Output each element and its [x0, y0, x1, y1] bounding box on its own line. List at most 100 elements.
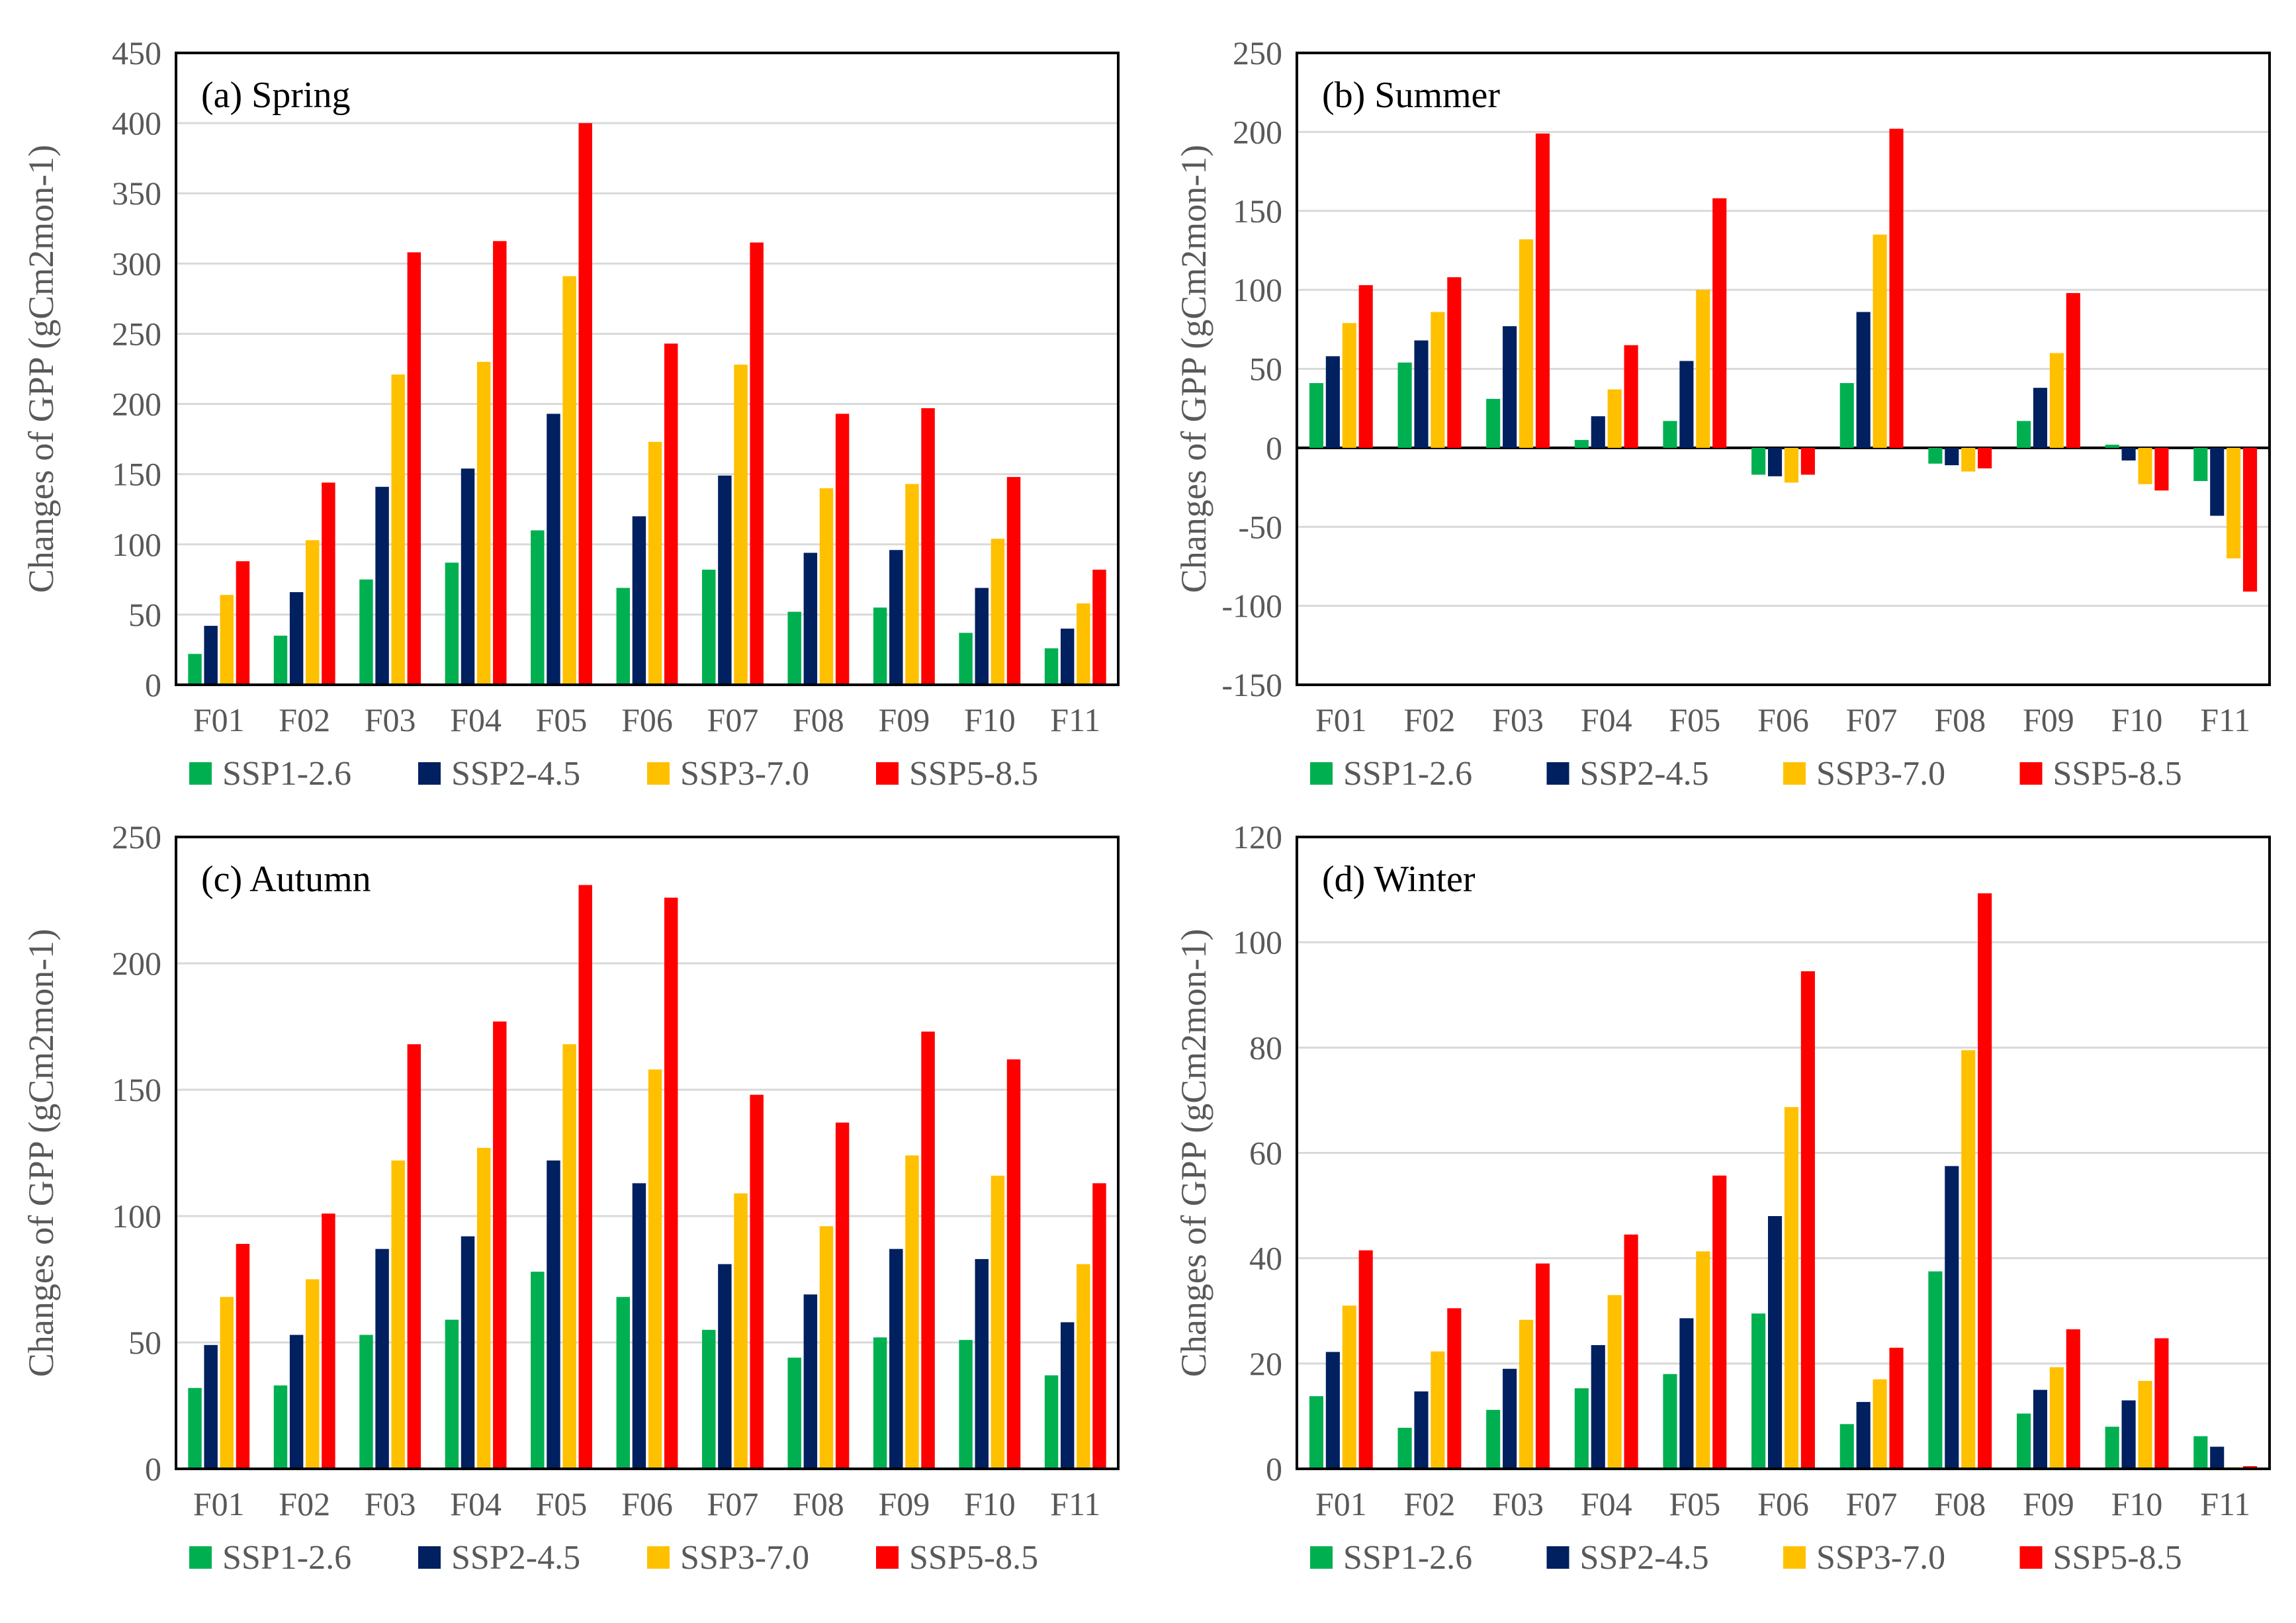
bar [220, 595, 234, 685]
bar [1447, 277, 1462, 448]
legend-label: SSP5-8.5 [909, 1539, 1038, 1577]
legend-label: SSP2-4.5 [1580, 755, 1709, 793]
bar [188, 1387, 202, 1469]
bar [1961, 1050, 1976, 1469]
bar [2121, 447, 2136, 461]
bar [1447, 1308, 1462, 1469]
bar [819, 488, 834, 685]
y-tick-label: 250 [1233, 34, 1282, 71]
bar [2016, 1413, 2031, 1469]
legend-swatch [876, 762, 899, 785]
bar [1839, 382, 1854, 448]
bar [702, 569, 716, 685]
bar [2227, 447, 2241, 558]
y-tick-label: 0 [145, 666, 161, 703]
bar [2033, 388, 2048, 448]
bar [991, 539, 1005, 685]
x-tick-label: F11 [1050, 1485, 1100, 1522]
y-tick-label: 0 [1266, 1450, 1282, 1487]
bar [1889, 1347, 1904, 1469]
bar [461, 1236, 475, 1469]
x-tick-label: F05 [536, 701, 588, 738]
bar [1978, 447, 1992, 468]
x-tick-label: F02 [1404, 1485, 1456, 1522]
y-tick-label: 100 [1233, 924, 1282, 961]
bar [889, 1249, 903, 1469]
bar [445, 1319, 459, 1469]
bar [1873, 1379, 1887, 1469]
bar [1839, 1424, 1854, 1469]
x-tick-label: F03 [1492, 701, 1544, 738]
bar [531, 530, 545, 685]
bar [1679, 361, 1694, 448]
bar [1961, 447, 1976, 472]
x-tick-label: F07 [707, 701, 759, 738]
x-tick-label: F07 [1846, 701, 1898, 738]
bar [1873, 234, 1887, 448]
legend-swatch [876, 1546, 899, 1569]
bar [921, 1031, 935, 1469]
bar [1751, 447, 1766, 475]
bar [2105, 445, 2119, 448]
x-tick-label: F06 [1757, 701, 1809, 738]
y-axis-title: Changes of GPP (gCm2mon-1) [1174, 929, 1214, 1377]
x-tick-label: F08 [1934, 1485, 1986, 1522]
bar [718, 1264, 732, 1469]
legend-label: SSP1-2.6 [222, 1539, 351, 1577]
bar [905, 484, 919, 685]
bar [2016, 421, 2031, 448]
bar [1414, 1391, 1429, 1469]
bar [2210, 447, 2225, 516]
bar [375, 1249, 389, 1469]
plot-frame [1296, 836, 2271, 1470]
bar [803, 1294, 818, 1469]
y-tick-label: 150 [112, 1071, 161, 1108]
x-tick-label: F10 [2111, 701, 2163, 738]
bar [1535, 1263, 1550, 1469]
bar [835, 414, 850, 685]
bar [1928, 1271, 1943, 1469]
bar [1712, 1175, 1727, 1469]
y-tick-label: 50 [128, 1324, 161, 1361]
y-tick-label: 300 [112, 245, 161, 282]
bar [2033, 1389, 2048, 1469]
x-tick-label: F10 [964, 701, 1016, 738]
bar [375, 486, 389, 685]
x-tick-label: F11 [2200, 701, 2250, 738]
bar [889, 550, 903, 685]
x-tick-label: F08 [1934, 701, 1986, 738]
bar [2066, 292, 2080, 448]
bar [1060, 1322, 1075, 1469]
bar [1624, 345, 1638, 448]
bar [664, 343, 678, 685]
x-tick-label: F02 [1404, 701, 1456, 738]
bar [1060, 629, 1075, 685]
bar [1092, 1183, 1106, 1469]
bar [1431, 312, 1445, 448]
x-tick-label: F05 [536, 1485, 588, 1522]
bar [1751, 1313, 1766, 1469]
bar [1358, 285, 1373, 448]
bar [1767, 447, 1783, 476]
bar [1309, 382, 1324, 448]
bar [493, 241, 507, 685]
bar [1856, 312, 1871, 448]
y-tick-label: -150 [1221, 666, 1282, 703]
bar [220, 1297, 234, 1469]
bar [1342, 323, 1356, 448]
bar [1663, 421, 1677, 448]
bar [1696, 1251, 1710, 1469]
legend-label: SSP2-4.5 [451, 755, 580, 793]
bar [2154, 1338, 2169, 1469]
x-tick-label: F11 [2200, 1485, 2250, 1522]
y-axis-title: Changes of GPP (gCm2mon-1) [21, 929, 61, 1377]
legend-label: SSP3-7.0 [680, 1539, 809, 1577]
x-tick-label: F05 [1669, 1485, 1720, 1522]
legend-swatch [1310, 1546, 1333, 1569]
bar [547, 1160, 560, 1469]
bar [289, 592, 304, 685]
chart-panel-4: 0 20 40 60 80 100 120 (d) Winter F01 F02 F03 F04 F05… [1174, 818, 2271, 1577]
legend-label: SSP3-7.0 [1816, 755, 1945, 793]
bar [359, 579, 373, 685]
bar [1006, 1059, 1021, 1469]
